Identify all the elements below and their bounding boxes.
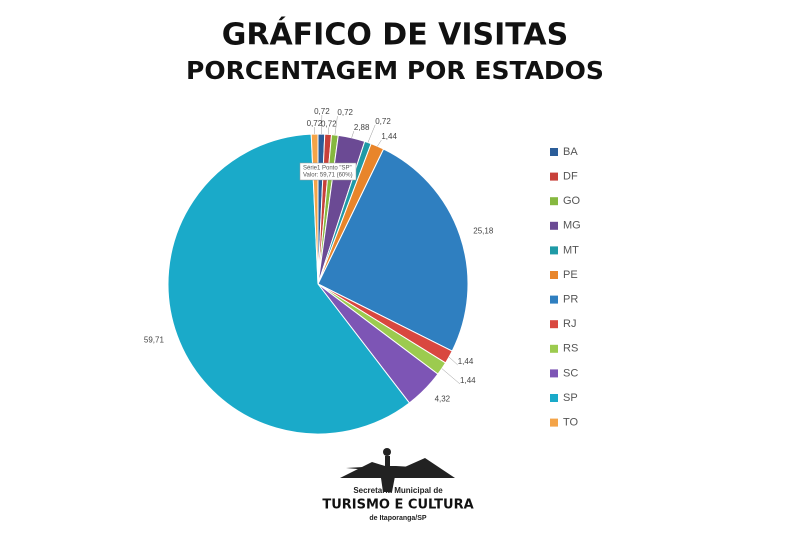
logo-text: TURISMO E CULTURA	[322, 498, 473, 513]
tooltip: Série1 Ponto "SP" Valor: 59,71 (60%)	[300, 163, 356, 180]
value-label: 1,44	[458, 357, 474, 366]
legend-swatch	[550, 246, 558, 254]
logo-text: de Itaporanga/SP	[369, 515, 427, 522]
pie: 0,720,720,722,880,721,4425,181,441,444,3…	[144, 107, 494, 434]
legend-label: RJ	[563, 318, 576, 330]
chart-title: GRÁFICO DE VISITAS	[222, 17, 569, 53]
value-label: 0,72	[307, 119, 323, 128]
legend-swatch	[550, 148, 558, 156]
value-label: 2,88	[354, 123, 370, 132]
value-label: 1,44	[381, 132, 397, 141]
legend-label: BA	[563, 146, 578, 158]
leader-line	[449, 357, 458, 365]
legend-swatch	[550, 197, 558, 205]
logo-head	[383, 448, 391, 456]
tooltip-line: Série1 Ponto "SP"	[303, 166, 352, 172]
legend-label: PE	[563, 269, 578, 281]
legend-label: GO	[563, 195, 581, 207]
legend-swatch	[550, 320, 558, 328]
legend-swatch	[550, 345, 558, 353]
chart-subtitle: PORCENTAGEM POR ESTADOS	[186, 56, 604, 85]
tooltip-line: Valor: 59,71 (60%)	[303, 173, 353, 179]
legend-swatch	[550, 369, 558, 377]
legend-swatch	[550, 419, 558, 427]
legend-swatch	[550, 271, 558, 279]
value-label: 25,18	[473, 226, 494, 235]
legend-swatch	[550, 222, 558, 230]
value-label: 0,72	[321, 119, 337, 128]
value-label: 0,72	[314, 107, 330, 116]
legend-label: RS	[563, 343, 578, 355]
logo: Secretaria Municipal de TURISMO E CULTUR…	[322, 448, 473, 522]
legend-label: PR	[563, 294, 578, 306]
legend-label: MG	[563, 220, 581, 232]
legend-label: SP	[563, 392, 578, 404]
value-label: 1,44	[460, 376, 476, 385]
leader-line	[442, 369, 460, 384]
logo-text: Secretaria Municipal de	[353, 486, 443, 495]
value-label: 4,32	[435, 394, 451, 403]
legend-swatch	[550, 296, 558, 304]
legend-label: MT	[563, 244, 579, 256]
legend-swatch	[550, 394, 558, 402]
value-label: 0,72	[337, 108, 353, 117]
legend-swatch	[550, 173, 558, 181]
legend-label: DF	[563, 171, 578, 183]
value-label: 0,72	[375, 117, 391, 126]
legend-label: TO	[563, 417, 579, 429]
legend-label: SC	[563, 367, 578, 379]
value-label: 59,71	[144, 335, 165, 344]
